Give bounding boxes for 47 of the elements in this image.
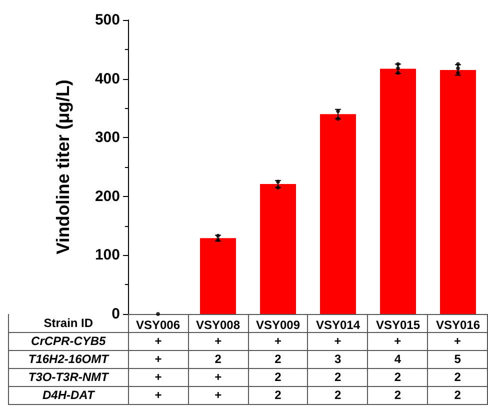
text: 2 (248, 368, 308, 386)
x-tick-label: VSY006 (136, 318, 180, 332)
text: 3 (308, 350, 368, 368)
text: + (368, 332, 428, 350)
text: T3O-T3R-NMT (8, 368, 128, 386)
y-tick-label: 0 (112, 306, 120, 322)
text: + (428, 332, 488, 350)
x-tick-label: VSY008 (196, 318, 240, 332)
x-tick-label: VSY014 (316, 318, 360, 332)
text: + (128, 368, 188, 386)
text: 2 (248, 350, 308, 368)
text: 4 (368, 350, 428, 368)
text: 2 (428, 386, 488, 404)
text: + (128, 386, 188, 404)
y-tick-label: 200 (94, 188, 120, 205)
text: 5 (428, 350, 488, 368)
y-axis-title: Vindoline titer (μg/L) (53, 80, 73, 254)
text: 2 (368, 386, 428, 404)
y-tick-label: 500 (94, 12, 120, 28)
text: 2 (188, 350, 248, 368)
bar (320, 114, 356, 314)
text: + (188, 386, 248, 404)
text: 2 (428, 368, 488, 386)
bar (380, 68, 416, 314)
text: D4H-DAT (8, 386, 128, 404)
text: 2 (368, 368, 428, 386)
y-tick-label: 100 (94, 246, 120, 264)
text: 2 (308, 368, 368, 386)
y-tick-label: 300 (94, 129, 120, 146)
text: + (248, 332, 308, 350)
text: + (128, 350, 188, 368)
text: 2 (248, 386, 308, 404)
bar (260, 184, 296, 314)
text: + (188, 368, 248, 386)
x-axis-title: Strain ID (44, 316, 94, 330)
x-tick-label: VSY009 (256, 318, 300, 332)
x-tick-label: VSY016 (436, 318, 480, 332)
bar (440, 70, 476, 314)
text: + (308, 332, 368, 350)
x-tick-label: VSY015 (376, 318, 420, 332)
text: T16H2-16OMT (8, 350, 128, 368)
text: CrCPR-CYB5 (8, 332, 128, 350)
y-tick-label: 400 (94, 70, 120, 88)
text: + (128, 332, 188, 350)
text: 2 (308, 386, 368, 404)
bar (200, 238, 236, 314)
text: + (188, 332, 248, 350)
